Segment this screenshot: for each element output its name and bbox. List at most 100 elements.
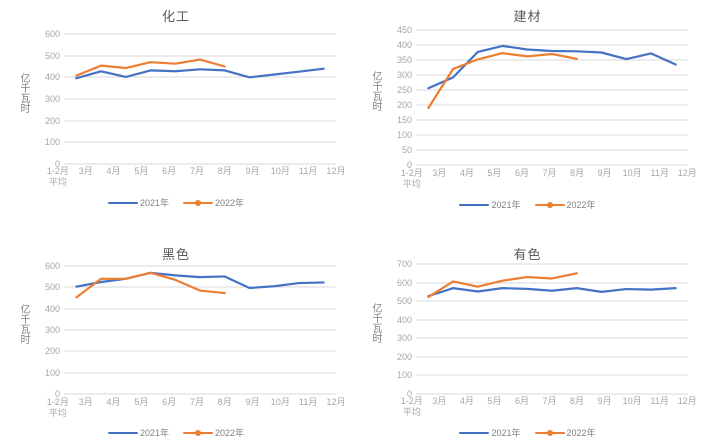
y-axis-label: 亿千瓦时 — [370, 303, 381, 343]
gridline — [64, 141, 336, 143]
legend-item[interactable]: 2022年 — [534, 426, 596, 439]
x-axis-tick: 7月 — [542, 396, 557, 406]
y-axis-tick: 600 — [396, 277, 412, 288]
y-axis-tick: 100 — [396, 370, 412, 381]
series-line — [76, 273, 224, 298]
x-axis-tick: 6月 — [162, 397, 177, 407]
gridline — [416, 164, 688, 166]
legend-item[interactable]: 2022年 — [183, 426, 244, 439]
y-axis-tick: 450 — [396, 25, 412, 35]
gridline — [416, 134, 688, 136]
legend-swatch-icon — [459, 428, 490, 438]
x-axis-tick: 7月 — [542, 168, 557, 178]
y-axis-tick: 300 — [396, 70, 412, 80]
y-axis-tick: 400 — [44, 72, 60, 83]
gridline — [64, 98, 336, 100]
legend-item[interactable]: 2021年 — [459, 198, 521, 211]
y-axis-tick: 400 — [396, 40, 412, 50]
gridline — [416, 393, 688, 395]
y-axis-tick: 100 — [396, 130, 412, 140]
x-axis-tick: 3月 — [432, 168, 447, 178]
series-line — [428, 53, 576, 108]
x-axis-tick: 9月 — [597, 168, 612, 178]
series-line — [428, 288, 675, 296]
legend-label: 2021年 — [491, 428, 521, 438]
legend-swatch-icon — [534, 200, 565, 210]
gridline — [416, 89, 688, 91]
gridline — [416, 119, 688, 121]
gridline — [64, 76, 336, 78]
x-axis-tick: 1-2月 平均 — [400, 396, 423, 417]
y-axis-tick: 300 — [396, 333, 412, 344]
legend-label: 2022年 — [215, 428, 245, 438]
y-axis-tick: 600 — [44, 29, 60, 39]
x-axis-tick: 6月 — [514, 168, 529, 178]
gridline — [416, 282, 688, 284]
x-axis-tick: 1-2月 平均 — [46, 397, 69, 418]
plot-area: 亿千瓦时 0 100 200 300 400 500 600 700 — [370, 259, 690, 399]
chart-legend: 2021年 2022年 — [0, 196, 352, 209]
x-axis-labels: 1-2月 平均 3月 4月 5月 6月 7月 8月 9月 10月 11月 12月 — [44, 397, 350, 419]
chart-title: 建材 — [513, 9, 542, 24]
x-axis-tick: 7月 — [189, 397, 204, 407]
gridline — [416, 337, 688, 339]
x-axis-tick: 10月 — [622, 396, 642, 406]
gridline — [64, 350, 336, 352]
y-axis-tick: 200 — [396, 351, 412, 362]
gridline — [64, 55, 336, 57]
legend-swatch-icon — [183, 428, 213, 438]
gridline — [64, 308, 336, 310]
legend-item[interactable]: 2021年 — [107, 426, 169, 439]
legend-label: 2021年 — [139, 428, 169, 438]
y-axis-tick: 500 — [44, 282, 60, 293]
chart-title: 黑色 — [161, 247, 190, 262]
x-axis-tick: 8月 — [217, 166, 232, 176]
x-axis-tick: 4月 — [459, 396, 474, 406]
legend-item[interactable]: 2022年 — [183, 196, 244, 209]
y-axis-tick: 100 — [44, 367, 60, 378]
gridline — [416, 319, 688, 321]
legend-item[interactable]: 2021年 — [107, 196, 169, 209]
chart-legend: 2021年 2022年 — [0, 426, 352, 439]
y-axis-tick: 350 — [396, 55, 412, 65]
y-axis-tick: 400 — [396, 314, 412, 325]
gridline — [64, 286, 336, 288]
plot-area: 亿千瓦时 0 50 100 150 200 250 300 350 400 450 — [370, 25, 690, 170]
y-axis-tick: 200 — [396, 100, 412, 110]
axis-area: 0 100 200 300 400 500 600 — [18, 261, 338, 399]
x-axis-tick: 1-2月 平均 — [400, 168, 423, 189]
gridline — [64, 33, 336, 35]
x-axis-tick: 12月 — [326, 166, 346, 176]
plot-area: 亿千瓦时 0 100 200 300 400 500 600 — [18, 29, 338, 169]
legend-item[interactable]: 2022年 — [534, 198, 596, 211]
y-axis-tick: 150 — [396, 115, 412, 125]
y-axis-tick: 50 — [401, 145, 412, 155]
gridline — [416, 104, 688, 106]
x-axis-tick: 5月 — [134, 397, 149, 407]
series-line — [76, 69, 323, 79]
x-axis-labels: 1-2月 平均 3月 4月 5月 6月 7月 8月 9月 10月 11月 12月 — [398, 396, 701, 418]
chart-legend: 2021年 2022年 — [352, 426, 703, 439]
gridline — [416, 300, 688, 302]
x-axis-tick: 12月 — [677, 168, 697, 178]
x-axis-tick: 11月 — [299, 166, 318, 176]
gridline — [64, 372, 336, 374]
gridline — [416, 44, 688, 46]
x-axis-tick: 11月 — [650, 396, 669, 406]
y-axis-tick: 100 — [44, 137, 60, 148]
y-axis-tick: 300 — [44, 325, 60, 335]
axis-area: 0 50 100 150 200 250 300 350 400 450 — [370, 25, 690, 170]
legend-swatch-icon — [107, 198, 138, 208]
x-axis-tick: 12月 — [677, 396, 697, 406]
legend-swatch-icon — [183, 198, 213, 208]
x-axis-tick: 11月 — [299, 397, 318, 407]
legend-item[interactable]: 2021年 — [459, 426, 521, 439]
y-axis-tick: 250 — [396, 85, 412, 95]
legend-label: 2021年 — [139, 198, 169, 208]
axis-area: 0 100 200 300 400 500 600 — [18, 29, 338, 169]
series-line — [428, 273, 576, 297]
x-axis-tick: 10月 — [622, 168, 642, 178]
y-axis-tick: 300 — [44, 94, 60, 104]
chart-legend: 2021年 2022年 — [352, 198, 703, 211]
